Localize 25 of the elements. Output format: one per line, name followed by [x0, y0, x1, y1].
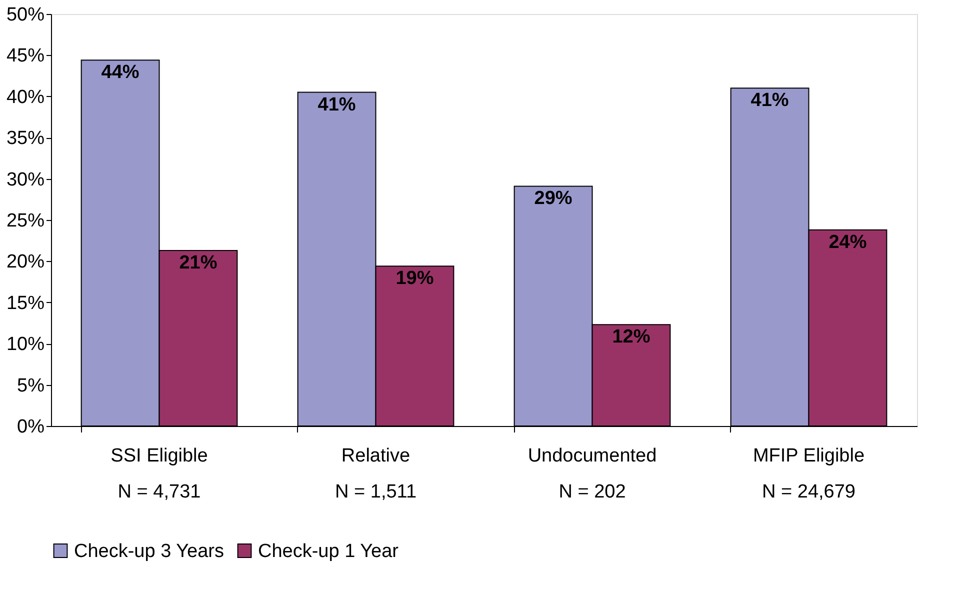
y-tick-label: 5%: [17, 375, 45, 396]
legend-label: Check-up 3 Years: [74, 540, 224, 562]
x-tick-label: Relative N = 1,511: [334, 446, 417, 502]
legend-label: Check-up 1 Year: [258, 540, 400, 562]
y-tick-label: 25%: [6, 210, 45, 232]
y-tick-label: 30%: [6, 169, 45, 190]
y-tick-label: 15%: [6, 292, 45, 314]
y-tick-label: 35%: [6, 128, 45, 150]
data-label: 41%: [318, 94, 356, 116]
y-tick-label: 50%: [6, 4, 45, 26]
y-tick-label: 10%: [6, 334, 45, 356]
data-label: 41%: [750, 90, 789, 112]
data-label: 29%: [534, 188, 572, 210]
y-tick-label: 0%: [17, 416, 45, 438]
y-tick-label: 40%: [6, 86, 45, 108]
data-label: 21%: [179, 252, 218, 274]
y-tick-label: 45%: [6, 46, 45, 67]
x-tick-label: MFIP Eligible N = 24,679: [752, 446, 865, 502]
data-label: 12%: [612, 326, 650, 348]
y-tick-label: 20%: [6, 252, 45, 273]
x-tick-label: Undocumented N = 202: [528, 446, 657, 502]
data-label: 44%: [101, 62, 140, 84]
x-tick-label: SSI Eligible N = 4,731: [110, 446, 208, 502]
data-label: 24%: [828, 232, 867, 253]
data-label: 19%: [396, 268, 434, 290]
